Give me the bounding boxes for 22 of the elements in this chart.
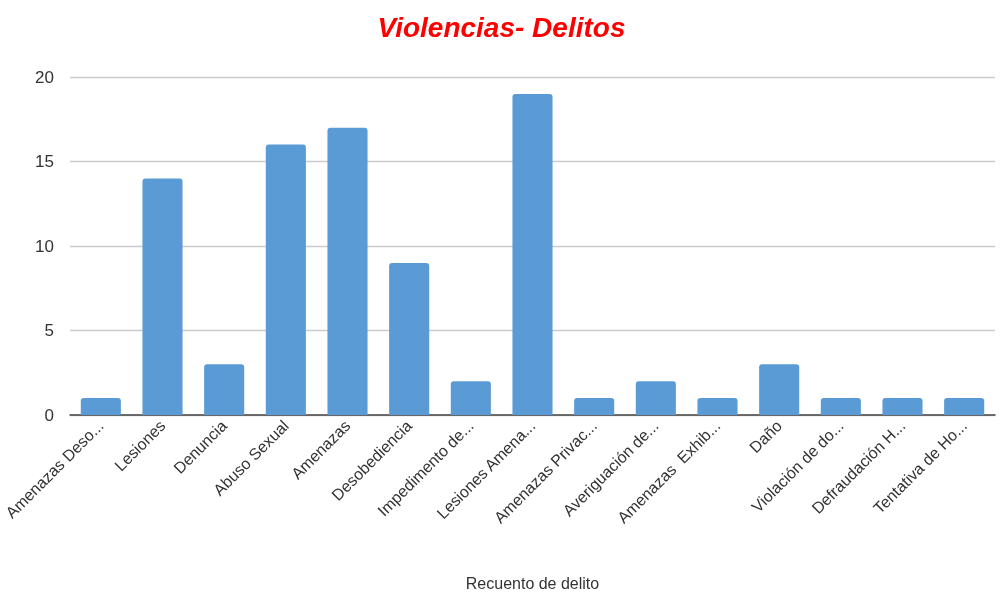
chart-title: Violencias- Delitos — [377, 11, 626, 43]
bar — [635, 381, 676, 415]
y-tick-label: 0 — [44, 405, 54, 425]
bar — [512, 93, 553, 415]
bar — [142, 178, 183, 415]
bar — [574, 398, 615, 415]
bar — [204, 364, 245, 415]
x-axis-title: Recuento de delito — [465, 574, 600, 592]
bar — [327, 127, 368, 415]
y-tick-label: 5 — [44, 321, 54, 340]
bar — [882, 398, 923, 415]
bar — [450, 381, 491, 415]
bar — [944, 398, 985, 415]
y-tick-label: 15 — [35, 152, 54, 171]
bar — [697, 398, 738, 415]
y-tick-label: 10 — [35, 236, 54, 256]
bar — [389, 262, 430, 415]
bar — [820, 398, 861, 415]
bar — [265, 144, 306, 415]
bar — [759, 364, 800, 415]
y-tick-label: 20 — [35, 67, 54, 87]
bar — [80, 398, 121, 415]
